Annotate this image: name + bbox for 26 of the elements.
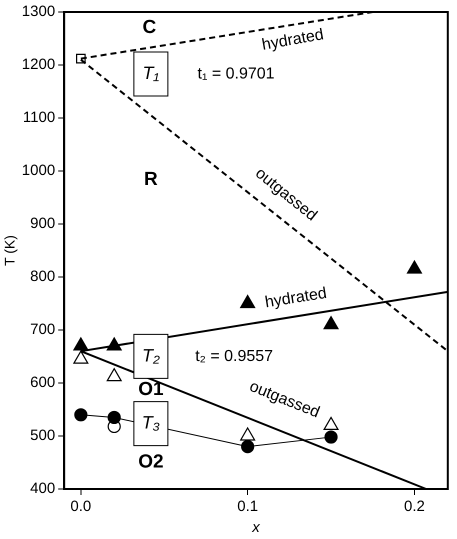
annotation: t₂ = 0.9557 xyxy=(195,348,274,365)
annotation: O1 xyxy=(138,379,164,400)
y-axis-title: T (K) xyxy=(1,235,18,266)
x-tick-label: 0.0 xyxy=(70,498,92,516)
y-tick-label: 700 xyxy=(30,321,56,338)
y-tick-label: 1300 xyxy=(22,3,56,20)
annotation: C xyxy=(142,16,156,38)
x-tick-label: 0.2 xyxy=(404,498,425,516)
annotation: R xyxy=(144,169,158,190)
annotation: T₃ xyxy=(142,412,160,433)
y-tick-label: 600 xyxy=(30,374,56,392)
annotation: hydrated xyxy=(264,284,328,312)
annotation: hydrated xyxy=(260,26,325,54)
y-tick-label: 1100 xyxy=(22,109,56,126)
x-axis-title: x xyxy=(251,519,260,536)
y-tick-label: 1000 xyxy=(22,162,56,180)
annotation: O2 xyxy=(138,452,164,473)
annotation: T₂ xyxy=(142,345,160,366)
y-tick-label: 400 xyxy=(30,480,56,498)
annotation: t₁ = 0.9701 xyxy=(198,65,275,82)
y-tick-label: 900 xyxy=(30,215,56,232)
y-tick-label: 500 xyxy=(30,427,56,444)
x-tick-label: 0.1 xyxy=(237,498,258,516)
y-tick-label: 1200 xyxy=(22,56,56,74)
y-tick-label: 800 xyxy=(30,268,56,286)
annotation: T₁ xyxy=(142,63,160,84)
